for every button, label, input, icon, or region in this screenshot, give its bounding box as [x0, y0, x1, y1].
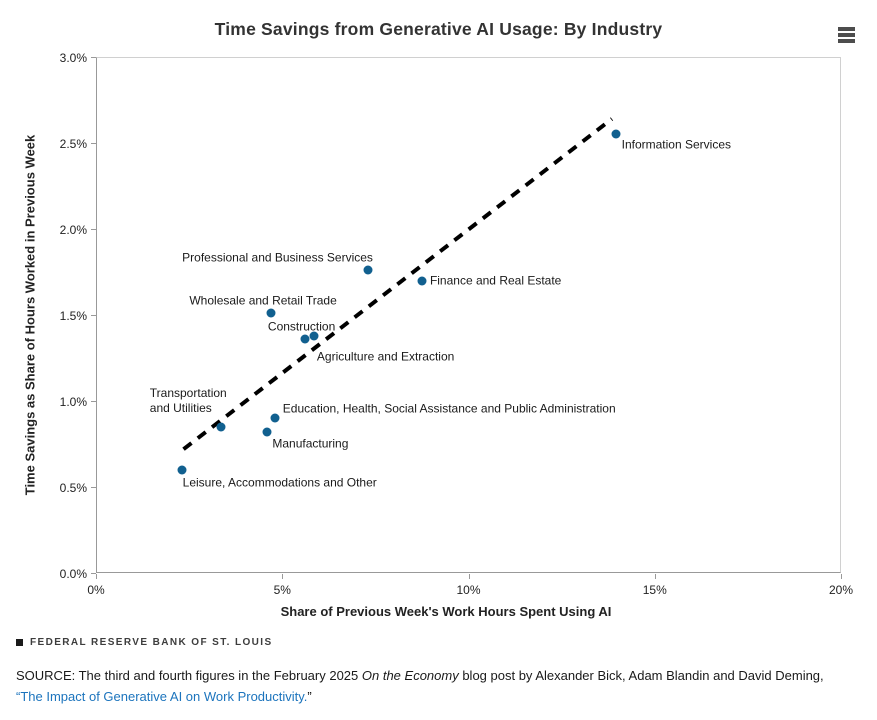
plot-area [96, 57, 841, 573]
y-tick-label: 1.0% [59, 394, 87, 409]
data-point-label: Information Services [621, 137, 732, 152]
source-text: blog post by Alexander Bick, Adam Blandi… [458, 668, 824, 683]
data-point[interactable] [417, 276, 427, 286]
data-point-label: Leisure, Accommodations and Other [182, 475, 377, 490]
data-point[interactable] [611, 129, 621, 139]
x-axis-title: Share of Previous Week's Work Hours Spen… [280, 604, 612, 619]
x-tick-mark [654, 574, 656, 579]
y-tick-mark [91, 143, 96, 144]
data-point[interactable] [300, 334, 310, 344]
data-point-label: Transportation and Utilities [149, 385, 227, 415]
x-tick-mark [282, 574, 284, 579]
y-tick-label: 1.5% [59, 308, 87, 323]
data-point-label: Construction [267, 319, 336, 334]
data-point-label: Agriculture and Extraction [316, 349, 455, 364]
data-point[interactable] [270, 413, 280, 423]
data-point-label: Professional and Business Services [182, 250, 373, 265]
x-tick-label: 15% [642, 583, 667, 597]
chart-title: Time Savings from Generative AI Usage: B… [214, 19, 663, 39]
data-point[interactable] [266, 308, 276, 318]
x-tick-mark [841, 574, 842, 579]
data-point-label: Finance and Real Estate [429, 273, 562, 288]
y-tick-label: 3.0% [59, 50, 87, 65]
y-tick-mark [91, 573, 96, 574]
x-tick-label: 5% [273, 583, 291, 597]
x-tick-mark [468, 574, 470, 579]
data-point[interactable] [216, 422, 226, 432]
y-tick-label: 2.0% [59, 222, 87, 237]
y-tick-label: 0.0% [59, 566, 87, 581]
data-point-label: Manufacturing [272, 436, 349, 451]
fred-brand: FEDERAL RESERVE BANK OF ST. LOUIS [16, 637, 273, 648]
source-link[interactable]: “The Impact of Generative AI on Work Pro… [16, 688, 308, 704]
source-text: SOURCE: The third and fourth figures in … [16, 668, 362, 683]
x-tick-label: 10% [456, 583, 481, 597]
data-point[interactable] [262, 427, 272, 437]
y-tick-label: 0.5% [59, 480, 87, 495]
data-point[interactable] [363, 265, 373, 275]
y-tick-mark [91, 315, 96, 316]
y-tick-label: 2.5% [59, 136, 87, 151]
chart-context-menu-button[interactable] [835, 25, 857, 45]
data-point[interactable] [309, 331, 319, 341]
source-text: ” [307, 688, 312, 704]
hamburger-menu-icon [837, 27, 855, 43]
y-tick-mark [91, 401, 96, 402]
data-point-label: Wholesale and Retail Trade [189, 293, 337, 308]
source-publication: On the Economy [361, 668, 459, 683]
y-tick-mark [91, 487, 96, 488]
y-axis-title: Time Savings as Share of Hours Worked in… [22, 134, 38, 496]
source-note: SOURCE: The third and fourth figures in … [16, 666, 830, 707]
fred-logo-square-icon [16, 639, 23, 646]
y-tick-mark [91, 229, 96, 230]
y-tick-mark [91, 57, 96, 58]
x-tick-mark [96, 574, 97, 579]
data-point-label: Education, Health, Social Assistance and… [282, 401, 616, 416]
data-point[interactable] [177, 465, 187, 475]
x-tick-label: 0% [87, 583, 105, 597]
fred-brand-label: FEDERAL RESERVE BANK OF ST. LOUIS [30, 637, 273, 648]
x-tick-label: 20% [828, 583, 854, 597]
chart-container: Time Savings from Generative AI Usage: B… [22, 19, 857, 619]
